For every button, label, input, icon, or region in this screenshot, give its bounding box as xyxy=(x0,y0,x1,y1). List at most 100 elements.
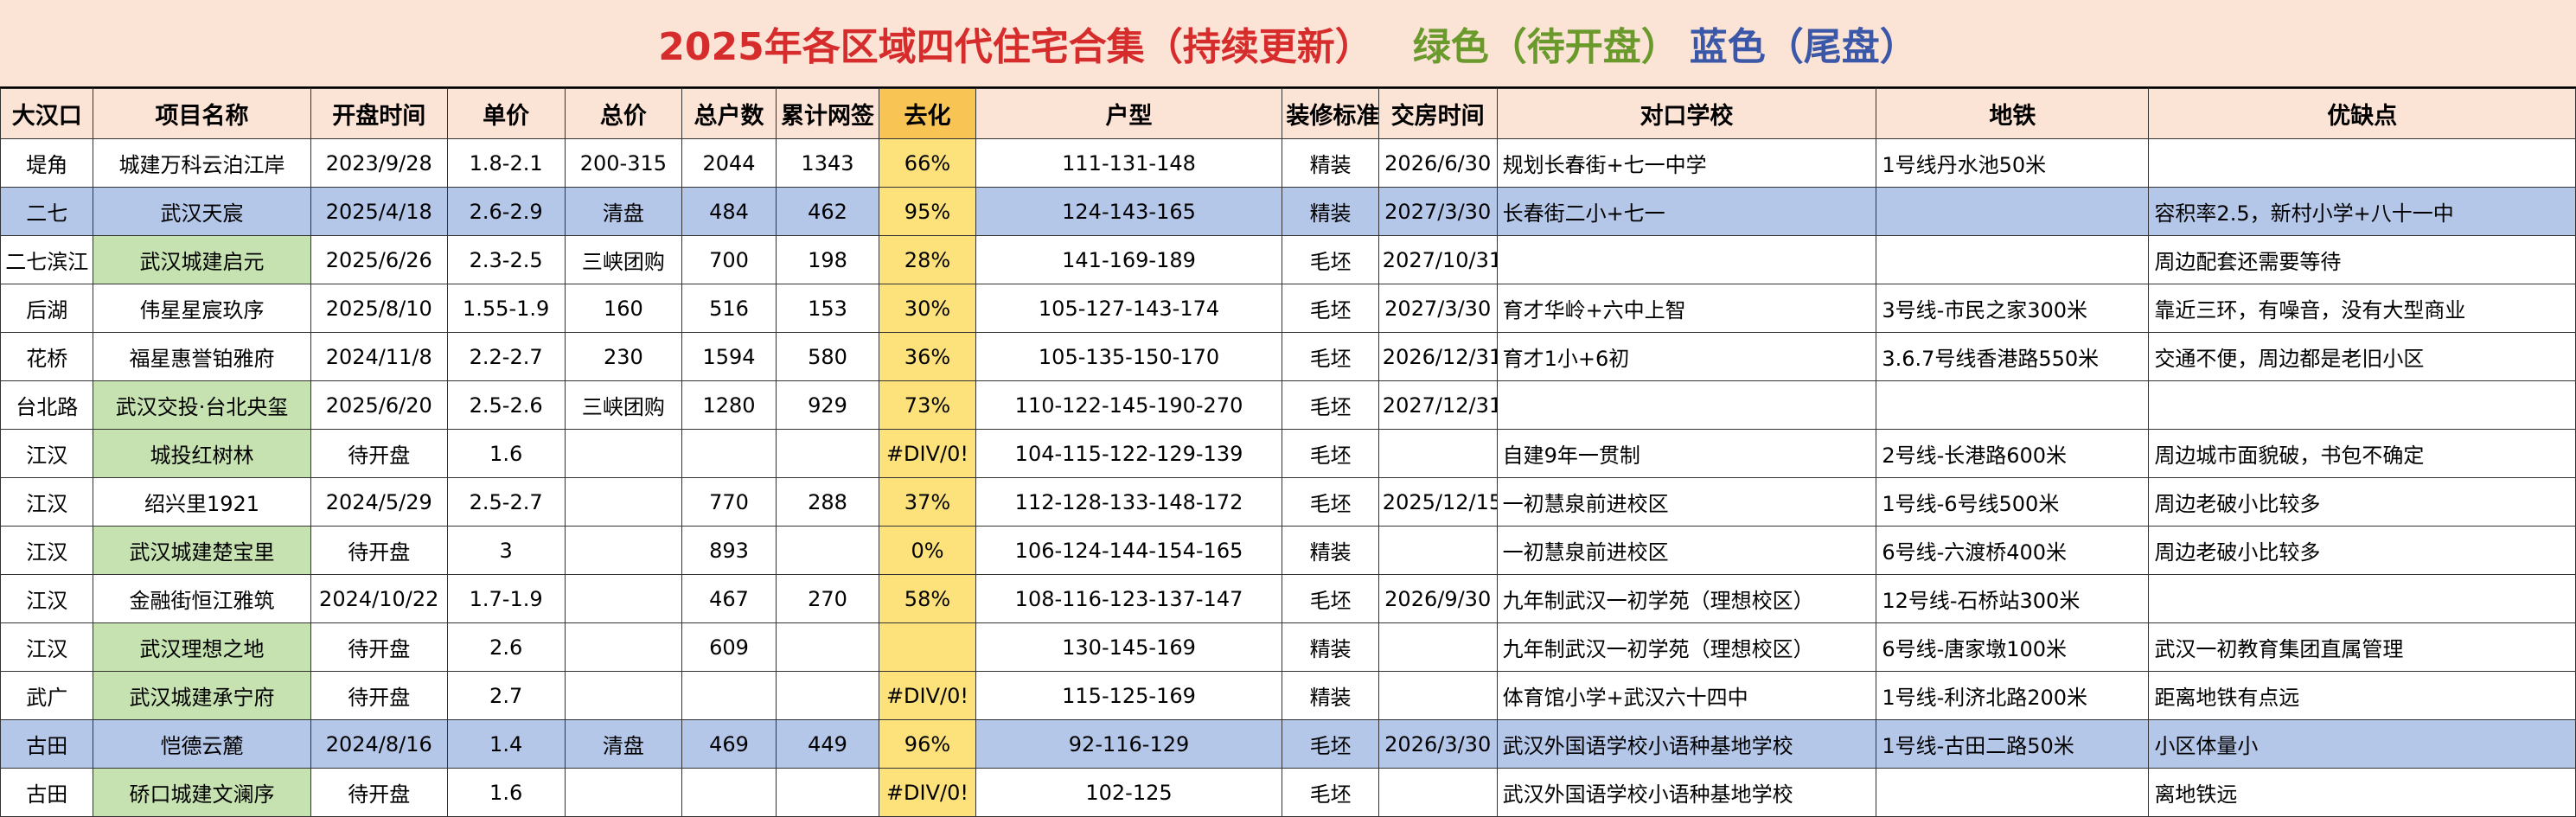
cell-total-price[interactable]: 三峡团购 xyxy=(564,380,683,430)
cell-unit-price[interactable]: 1.6 xyxy=(446,768,566,817)
cell-layouts[interactable]: 104-115-122-129-139 xyxy=(975,429,1283,478)
cell-sellthrough[interactable]: #DIV/0! xyxy=(879,429,976,478)
cell-unit-price[interactable]: 2.2-2.7 xyxy=(446,332,566,381)
cell-open-date[interactable]: 2025/6/20 xyxy=(310,380,448,430)
cell-district[interactable]: 堤角 xyxy=(0,138,94,188)
cell-open-date[interactable]: 2024/5/29 xyxy=(310,477,448,527)
header-sellthrough[interactable]: 去化 xyxy=(879,88,976,139)
cell-project-name[interactable]: 城建万科云泊江岸 xyxy=(93,138,311,188)
cell-decoration[interactable]: 精装 xyxy=(1282,671,1379,720)
cell-open-date[interactable]: 2025/6/26 xyxy=(310,235,448,284)
cell-layouts[interactable]: 115-125-169 xyxy=(975,671,1283,720)
cell-open-date[interactable]: 2024/8/16 xyxy=(310,719,448,769)
cell-open-date[interactable]: 2023/9/28 xyxy=(310,138,448,188)
cell-signed[interactable]: 153 xyxy=(775,284,880,333)
cell-unit-price[interactable]: 3 xyxy=(446,526,566,575)
header-metro[interactable]: 地铁 xyxy=(1876,88,2150,139)
cell-delivery[interactable]: 2027/10/31 xyxy=(1377,235,1498,284)
cell-signed[interactable]: 198 xyxy=(775,235,880,284)
cell-total-price[interactable] xyxy=(564,768,683,817)
cell-district[interactable]: 二七 xyxy=(0,187,94,236)
cell-decoration[interactable]: 毛坯 xyxy=(1282,574,1379,623)
cell-unit-price[interactable]: 2.3-2.5 xyxy=(446,235,566,284)
cell-decoration[interactable]: 毛坯 xyxy=(1282,768,1379,817)
cell-project-name[interactable]: 武汉城建楚宝里 xyxy=(93,526,311,575)
cell-unit-price[interactable]: 2.7 xyxy=(446,671,566,720)
cell-delivery[interactable]: 2027/12/31 xyxy=(1377,380,1498,430)
cell-signed[interactable]: 449 xyxy=(775,719,880,769)
cell-sellthrough[interactable]: 66% xyxy=(879,138,976,188)
cell-total-price[interactable]: 清盘 xyxy=(564,719,683,769)
cell-sellthrough[interactable]: 36% xyxy=(879,332,976,381)
table-row[interactable]: 江汉 城投红树林 待开盘 1.6 #DIV/0! 104-115-122-129-139 毛… xyxy=(0,429,2576,478)
cell-unit-price[interactable]: 1.4 xyxy=(446,719,566,769)
cell-total-units[interactable]: 469 xyxy=(681,719,777,769)
cell-district[interactable]: 江汉 xyxy=(0,574,94,623)
header-school[interactable]: 对口学校 xyxy=(1496,88,1877,139)
cell-metro[interactable]: 6号线-六渡桥400米 xyxy=(1876,526,2150,575)
cell-project-name[interactable]: 金融街恒江雅筑 xyxy=(93,574,311,623)
cell-school[interactable]: 九年制武汉一初学苑（理想校区） xyxy=(1496,622,1877,672)
cell-layouts[interactable]: 130-145-169 xyxy=(975,622,1283,672)
cell-school[interactable]: 一初慧泉前进校区 xyxy=(1496,526,1877,575)
cell-school[interactable]: 自建9年一贯制 xyxy=(1496,429,1877,478)
cell-open-date[interactable]: 待开盘 xyxy=(310,671,448,720)
cell-total-price[interactable]: 三峡团购 xyxy=(564,235,683,284)
cell-layouts[interactable]: 102-125 xyxy=(975,768,1283,817)
cell-signed[interactable]: 462 xyxy=(775,187,880,236)
cell-decoration[interactable]: 精装 xyxy=(1282,138,1379,188)
cell-layouts[interactable]: 112-128-133-148-172 xyxy=(975,477,1283,527)
cell-total-price[interactable] xyxy=(564,622,683,672)
cell-signed[interactable]: 580 xyxy=(775,332,880,381)
cell-metro[interactable]: 1号线丹水池50米 xyxy=(1876,138,2150,188)
cell-metro[interactable] xyxy=(1876,187,2150,236)
cell-delivery[interactable] xyxy=(1377,429,1498,478)
cell-unit-price[interactable]: 1.7-1.9 xyxy=(446,574,566,623)
cell-decoration[interactable]: 毛坯 xyxy=(1282,380,1379,430)
cell-unit-price[interactable]: 2.5-2.7 xyxy=(446,477,566,527)
cell-signed[interactable] xyxy=(775,429,880,478)
cell-project-name[interactable]: 硚口城建文澜序 xyxy=(93,768,311,817)
cell-layouts[interactable]: 108-116-123-137-147 xyxy=(975,574,1283,623)
cell-total-price[interactable] xyxy=(564,526,683,575)
cell-decoration[interactable]: 毛坯 xyxy=(1282,477,1379,527)
cell-open-date[interactable]: 2024/10/22 xyxy=(310,574,448,623)
cell-layouts[interactable]: 110-122-145-190-270 xyxy=(975,380,1283,430)
table-row[interactable]: 武广 武汉城建承宁府 待开盘 2.7 #DIV/0! 115-125-169 精装 体育馆小学… xyxy=(0,671,2576,720)
cell-total-units[interactable]: 2044 xyxy=(681,138,777,188)
cell-open-date[interactable]: 待开盘 xyxy=(310,622,448,672)
cell-district[interactable]: 江汉 xyxy=(0,429,94,478)
cell-project-name[interactable]: 伟星星宸玖序 xyxy=(93,284,311,333)
cell-signed[interactable]: 1343 xyxy=(775,138,880,188)
cell-unit-price[interactable]: 1.55-1.9 xyxy=(446,284,566,333)
cell-project-name[interactable]: 城投红树林 xyxy=(93,429,311,478)
header-signed[interactable]: 累计网签 xyxy=(775,88,880,139)
cell-pros-cons[interactable]: 容积率2.5，新村小学+八十一中 xyxy=(2148,187,2576,236)
cell-school[interactable]: 长春街二小+七一 xyxy=(1496,187,1877,236)
cell-sellthrough[interactable] xyxy=(879,622,976,672)
cell-pros-cons[interactable] xyxy=(2148,380,2576,430)
cell-district[interactable]: 江汉 xyxy=(0,526,94,575)
cell-open-date[interactable]: 2025/8/10 xyxy=(310,284,448,333)
cell-decoration[interactable]: 精装 xyxy=(1282,526,1379,575)
cell-signed[interactable]: 270 xyxy=(775,574,880,623)
cell-pros-cons[interactable]: 距离地铁有点远 xyxy=(2148,671,2576,720)
cell-district[interactable]: 后湖 xyxy=(0,284,94,333)
cell-project-name[interactable]: 武汉交投·台北央玺 xyxy=(93,380,311,430)
header-layouts[interactable]: 户型 xyxy=(975,88,1283,139)
header-total-units[interactable]: 总户数 xyxy=(681,88,777,139)
cell-sellthrough[interactable]: 95% xyxy=(879,187,976,236)
table-row[interactable]: 古田 硚口城建文澜序 待开盘 1.6 #DIV/0! 102-125 毛坯 武汉外国语学校小语… xyxy=(0,768,2576,817)
cell-sellthrough[interactable]: 28% xyxy=(879,235,976,284)
cell-district[interactable]: 武广 xyxy=(0,671,94,720)
cell-total-units[interactable]: 1594 xyxy=(681,332,777,381)
cell-total-units[interactable] xyxy=(681,429,777,478)
cell-pros-cons[interactable]: 靠近三环，有噪音，没有大型商业 xyxy=(2148,284,2576,333)
cell-layouts[interactable]: 106-124-144-154-165 xyxy=(975,526,1283,575)
table-row[interactable]: 堤角 城建万科云泊江岸 2023/9/28 1.8-2.1 200-315 2044 134… xyxy=(0,138,2576,188)
cell-total-units[interactable]: 467 xyxy=(681,574,777,623)
cell-metro[interactable]: 1号线-古田二路50米 xyxy=(1876,719,2150,769)
cell-pros-cons[interactable]: 离地铁远 xyxy=(2148,768,2576,817)
cell-school[interactable]: 体育馆小学+武汉六十四中 xyxy=(1496,671,1877,720)
cell-delivery[interactable] xyxy=(1377,768,1498,817)
